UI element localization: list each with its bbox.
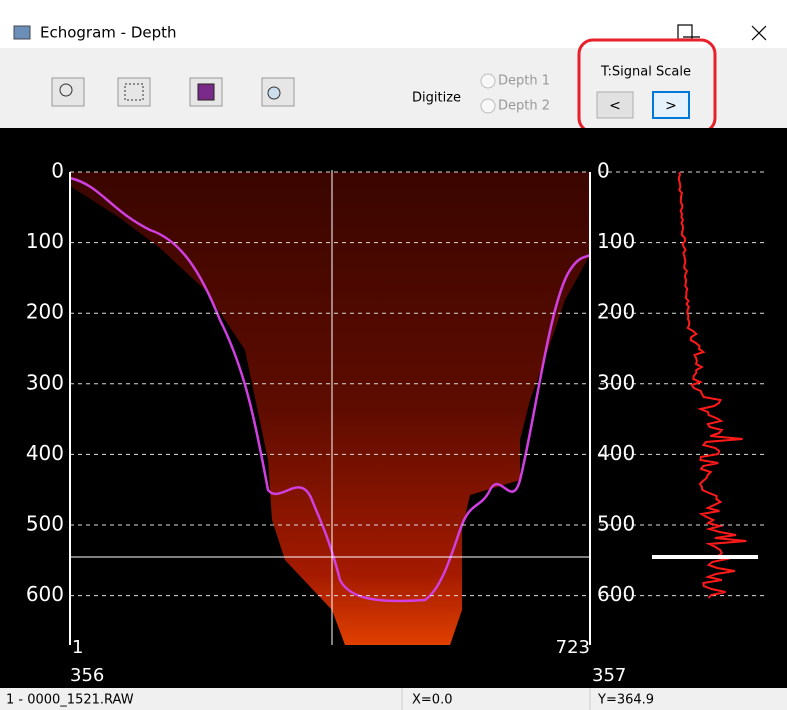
- ping-start: 1: [72, 637, 83, 658]
- y-tick-label: 300: [26, 370, 64, 394]
- fit-button[interactable]: [118, 78, 150, 106]
- digitize-label: Digitize: [412, 91, 461, 106]
- status-x: X=0.0: [412, 693, 452, 708]
- zoom-button[interactable]: [52, 78, 84, 106]
- button-label: >: [665, 98, 677, 114]
- y-tick-label: 600: [26, 582, 64, 606]
- y-tick-label: 400: [597, 441, 635, 465]
- y-tick-label: 500: [597, 511, 635, 535]
- search-icon: [268, 87, 280, 99]
- y-tick-label: 0: [597, 159, 610, 183]
- palette-icon: [198, 84, 214, 100]
- y-tick-label: 100: [26, 229, 64, 253]
- file-start: 356: [70, 665, 104, 686]
- radio-label: Depth 1: [498, 74, 550, 89]
- button-label: <: [609, 98, 621, 114]
- window-title: Echogram - Depth: [40, 24, 177, 42]
- status-y: Y=364.9: [597, 693, 654, 708]
- y-tick-label: 0: [51, 159, 64, 183]
- y-tick-label: 300: [597, 370, 635, 394]
- radio-label: Depth 2: [498, 99, 550, 114]
- status-file: 1 - 0000_1521.RAW: [6, 693, 134, 708]
- radio-depth-2[interactable]: [481, 99, 495, 113]
- ping-end: 723: [556, 637, 590, 658]
- y-tick-label: 400: [26, 441, 64, 465]
- radio-depth-1[interactable]: [481, 74, 495, 88]
- y-tick-label: 200: [597, 300, 635, 324]
- y-tick-label: 200: [26, 300, 64, 324]
- page: Echogram - Depth Digitize Depth 1 Depth …: [0, 0, 787, 710]
- signal-scale-label: T:Signal Scale: [600, 65, 691, 80]
- echogram-window: Echogram - Depth Digitize Depth 1 Depth …: [0, 0, 787, 710]
- app-icon: [14, 26, 30, 39]
- file-end: 357: [592, 665, 626, 686]
- y-tick-label: 600: [597, 582, 635, 606]
- y-tick-label: 500: [26, 511, 64, 535]
- y-tick-label: 100: [597, 229, 635, 253]
